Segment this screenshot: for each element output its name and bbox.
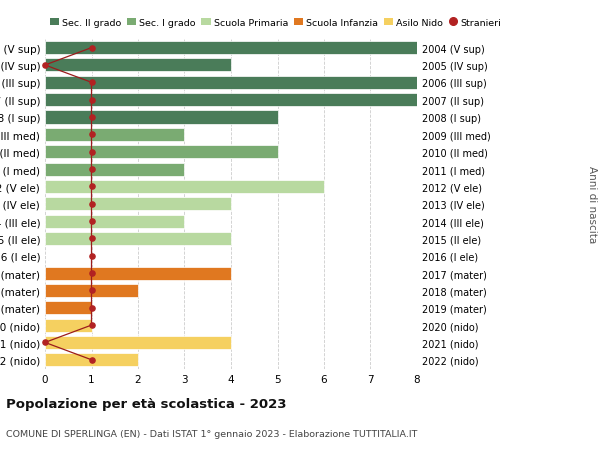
Legend: Sec. II grado, Sec. I grado, Scuola Primaria, Scuola Infanzia, Asilo Nido, Stran: Sec. II grado, Sec. I grado, Scuola Prim…: [50, 19, 502, 28]
Text: COMUNE DI SPERLINGA (EN) - Dati ISTAT 1° gennaio 2023 - Elaborazione TUTTITALIA.: COMUNE DI SPERLINGA (EN) - Dati ISTAT 1°…: [6, 429, 418, 438]
Bar: [45, 198, 231, 211]
Point: [40, 62, 50, 69]
Text: Popolazione per età scolastica - 2023: Popolazione per età scolastica - 2023: [6, 397, 287, 410]
Point: [40, 339, 50, 347]
Point: [86, 270, 96, 277]
Point: [86, 201, 96, 208]
Bar: [45, 336, 231, 349]
Point: [86, 79, 96, 87]
Point: [86, 45, 96, 52]
Point: [86, 97, 96, 104]
Bar: [45, 319, 91, 332]
Point: [86, 252, 96, 260]
Bar: [45, 94, 417, 107]
Bar: [45, 284, 138, 297]
Bar: [45, 146, 277, 159]
Bar: [45, 129, 185, 141]
Point: [86, 356, 96, 364]
Point: [86, 183, 96, 190]
Point: [86, 149, 96, 156]
Bar: [45, 163, 185, 176]
Bar: [45, 215, 185, 228]
Bar: [45, 232, 231, 246]
Point: [86, 287, 96, 294]
Point: [86, 166, 96, 174]
Point: [86, 131, 96, 139]
Bar: [45, 267, 231, 280]
Bar: [45, 111, 277, 124]
Text: Anni di nascita: Anni di nascita: [587, 166, 597, 243]
Point: [86, 114, 96, 122]
Point: [86, 235, 96, 242]
Bar: [45, 77, 417, 90]
Bar: [45, 42, 417, 55]
Bar: [45, 59, 231, 73]
Point: [86, 218, 96, 225]
Bar: [45, 353, 138, 366]
Bar: [45, 302, 91, 314]
Point: [86, 304, 96, 312]
Bar: [45, 180, 324, 193]
Point: [86, 322, 96, 329]
